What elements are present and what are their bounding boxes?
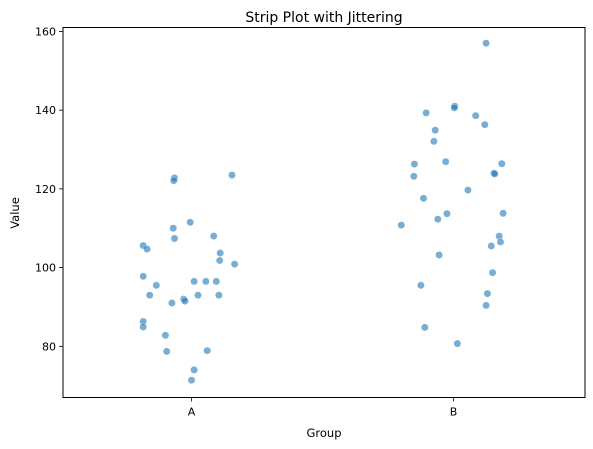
data-point-b-28 xyxy=(498,159,506,168)
data-point-a-25 xyxy=(216,249,224,257)
data-point-a-2 xyxy=(145,291,154,299)
data-point-a-22 xyxy=(190,366,198,374)
data-point-a-24 xyxy=(212,277,221,286)
data-point-a-13 xyxy=(170,176,178,185)
data-point-b-5 xyxy=(431,126,439,134)
data-point-a-18 xyxy=(194,291,202,299)
data-points xyxy=(139,39,507,384)
data-point-a-11 xyxy=(170,234,179,243)
data-point-b-25 xyxy=(482,301,490,310)
data-point-a-1 xyxy=(143,245,151,253)
data-point-a-3 xyxy=(139,272,147,281)
data-point-a-20 xyxy=(203,346,211,355)
data-point-b-10 xyxy=(421,323,429,332)
data-point-b-4 xyxy=(422,109,430,117)
data-point-b-3 xyxy=(419,194,428,203)
x-tick-label-b: B xyxy=(450,406,458,419)
data-point-a-19 xyxy=(202,277,210,286)
data-point-b-11 xyxy=(441,157,450,166)
data-point-b-9 xyxy=(417,281,425,290)
data-point-b-21 xyxy=(490,170,499,178)
data-point-a-27 xyxy=(215,291,223,299)
y-tick-label-140: 140 xyxy=(35,104,56,117)
data-point-b-0 xyxy=(397,221,406,229)
data-point-a-10 xyxy=(169,224,177,232)
data-point-b-18 xyxy=(482,39,490,47)
x-tick-label-a: A xyxy=(188,406,196,419)
data-point-a-26 xyxy=(215,256,224,265)
data-point-b-23 xyxy=(488,268,497,277)
data-point-b-12 xyxy=(443,209,451,218)
data-point-b-14 xyxy=(450,104,459,112)
data-point-b-19 xyxy=(481,120,489,129)
data-point-b-15 xyxy=(453,339,462,348)
data-point-a-16 xyxy=(186,218,194,227)
data-point-b-6 xyxy=(430,137,438,146)
data-point-a-4 xyxy=(152,281,161,290)
y-tick-label-100: 100 xyxy=(35,262,56,275)
data-point-b-29 xyxy=(499,209,507,218)
data-point-b-17 xyxy=(471,111,480,120)
data-point-b-27 xyxy=(496,238,505,246)
data-point-a-9 xyxy=(168,299,176,307)
data-point-a-6 xyxy=(139,323,147,331)
y-axis-ticks: 80 100 120 140 160 xyxy=(35,25,63,353)
data-point-b-2 xyxy=(410,172,418,181)
data-point-a-21 xyxy=(187,376,196,384)
data-point-b-22 xyxy=(487,242,496,250)
data-point-b-24 xyxy=(483,289,492,298)
data-point-b-8 xyxy=(435,251,443,259)
data-point-a-17 xyxy=(190,277,198,286)
data-point-b-1 xyxy=(410,160,419,168)
y-tick-label-80: 80 xyxy=(42,340,56,353)
plot-frame xyxy=(62,27,586,398)
data-point-a-28 xyxy=(228,171,236,179)
data-point-a-29 xyxy=(230,260,239,268)
data-point-b-7 xyxy=(434,215,442,223)
data-point-a-7 xyxy=(161,331,170,340)
data-point-a-8 xyxy=(162,347,171,356)
y-axis-label: Value xyxy=(8,197,22,229)
y-tick-label-160: 160 xyxy=(35,25,56,38)
x-axis-label: Group xyxy=(306,426,341,440)
data-point-a-15 xyxy=(181,297,189,305)
data-point-a-23 xyxy=(209,232,218,240)
y-tick-label-120: 120 xyxy=(35,183,56,196)
chart-title: Strip Plot with Jittering xyxy=(245,10,402,26)
data-point-b-16 xyxy=(464,186,472,194)
